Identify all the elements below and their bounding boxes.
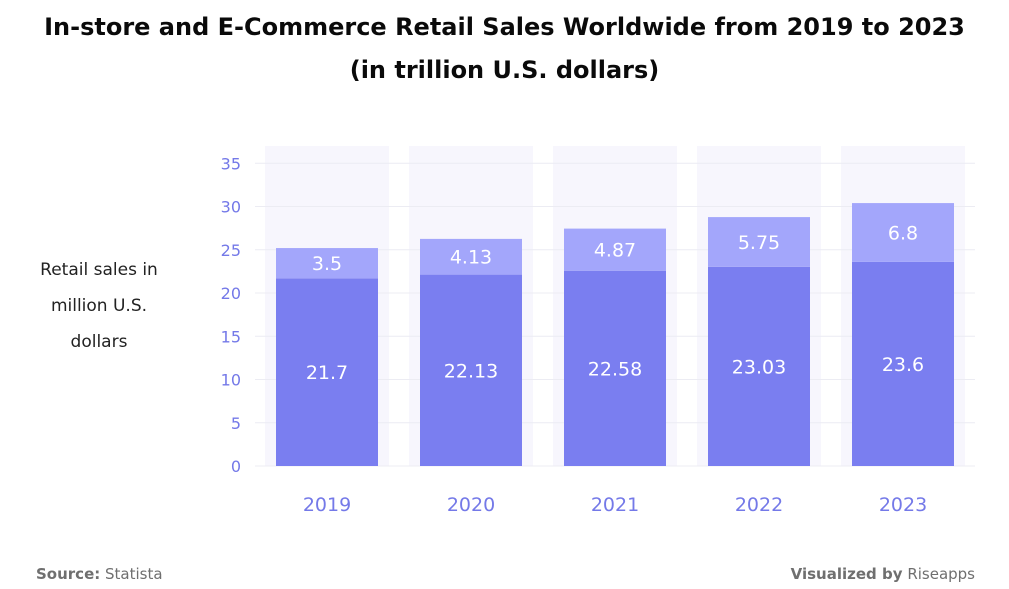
bar-value-label: 4.13 <box>450 247 492 269</box>
bar-value-label: 21.7 <box>306 362 348 384</box>
x-tick-label: 2022 <box>735 494 783 516</box>
y-tick-label: 0 <box>231 457 241 476</box>
bar-value-label: 23.6 <box>882 354 924 376</box>
visualized-by-value: Riseapps <box>907 565 975 583</box>
x-tick-label: 2023 <box>879 494 927 516</box>
bar-segment-top <box>420 238 522 275</box>
y-tick-label: 20 <box>221 284 241 303</box>
y-tick-label: 10 <box>221 371 241 390</box>
visualized-by-label: Visualized by <box>790 565 903 583</box>
bar-segment-bottom <box>420 274 522 466</box>
bar-value-label: 22.58 <box>588 358 642 380</box>
bar-value-label: 6.8 <box>888 222 918 244</box>
bar-segment-top <box>564 228 666 271</box>
visualized-by-credit: Visualized by Riseapps <box>791 565 975 583</box>
source-label: Source: <box>36 565 101 583</box>
y-tick-label: 25 <box>221 241 241 260</box>
bar-value-label: 5.75 <box>738 232 780 254</box>
x-tick-label: 2020 <box>447 494 495 516</box>
x-tick-label: 2021 <box>591 494 639 516</box>
bar-segment-top <box>852 203 954 262</box>
bar-value-label: 23.03 <box>732 356 786 378</box>
y-tick-label: 15 <box>221 327 241 346</box>
bar-value-label: 3.5 <box>312 253 342 275</box>
source-credit: Source: Statista <box>36 565 163 583</box>
x-tick-label: 2019 <box>303 494 351 516</box>
bar-segment-top <box>276 248 378 279</box>
bar-segment-bottom <box>276 278 378 466</box>
bar-segment-top <box>708 217 810 267</box>
y-tick-label: 35 <box>221 154 241 173</box>
bar-segment-bottom <box>852 261 954 466</box>
y-axis-label: Retail sales in million U.S. dollars <box>40 260 158 352</box>
source-value: Statista <box>105 565 163 583</box>
bar-segment-bottom <box>708 266 810 466</box>
bar-segment-bottom <box>564 270 666 466</box>
bar-value-label: 22.13 <box>444 360 498 382</box>
y-tick-label: 30 <box>221 198 241 217</box>
bar-value-label: 4.87 <box>594 240 636 262</box>
chart-title: In-store and E-Commerce Retail Sales Wor… <box>44 13 965 84</box>
y-tick-label: 5 <box>231 414 241 433</box>
